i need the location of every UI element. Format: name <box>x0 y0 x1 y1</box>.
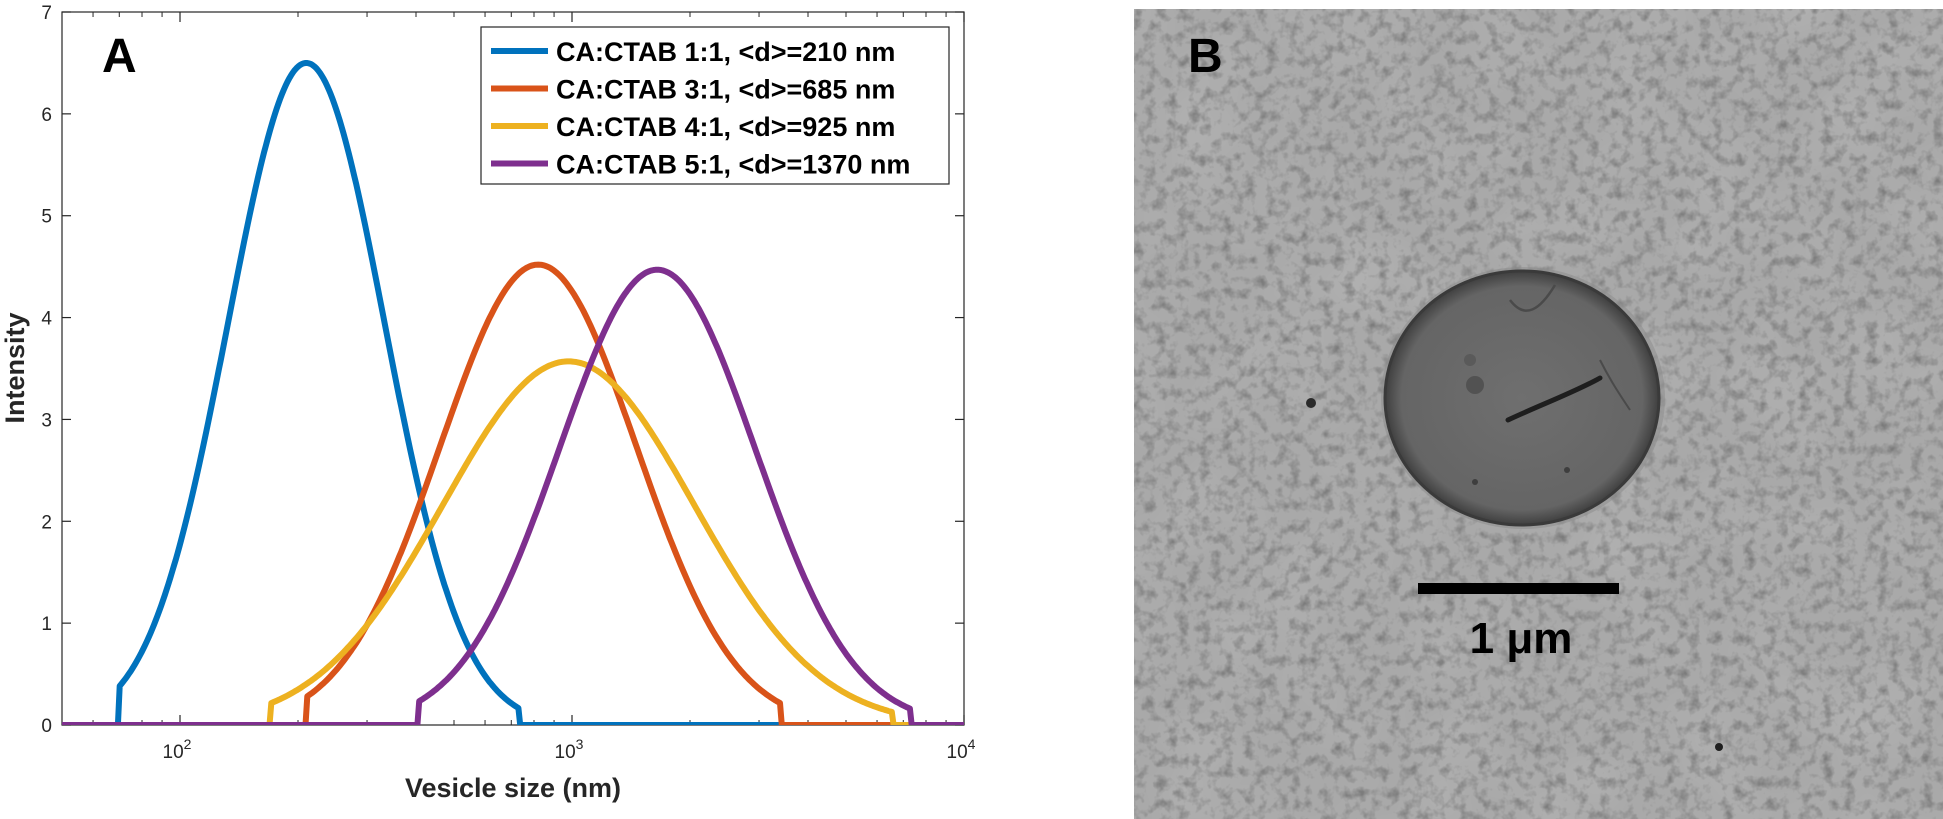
legend-label-3: CA:CTAB 4:1, <d>=925 nm <box>556 112 895 142</box>
particle <box>1306 398 1316 408</box>
y-tick-label: 5 <box>41 207 52 228</box>
panel-label-b: B <box>1188 30 1223 83</box>
y-tick-label: 0 <box>41 716 52 737</box>
x-tick-label: 102 <box>163 736 192 763</box>
legend-box <box>480 26 950 185</box>
y-tick-label: 4 <box>41 309 52 330</box>
series-line-1 <box>62 60 964 725</box>
legend-label-2: CA:CTAB 3:1, <d>=685 nm <box>556 75 895 105</box>
series-line-4 <box>62 266 964 725</box>
x-tick-label: 104 <box>947 736 976 763</box>
series-lines <box>62 60 964 725</box>
y-tick-label: 1 <box>41 614 52 635</box>
legend-label-1: CA:CTAB 1:1, <d>=210 nm <box>556 37 895 67</box>
series-line-2 <box>62 261 964 725</box>
series-line-3 <box>62 358 964 725</box>
y-tick-label: 3 <box>41 410 52 431</box>
vesicle <box>1381 267 1665 529</box>
scale-bar <box>1418 583 1619 594</box>
chart-panel: 0 1 2 3 4 5 6 7 102 103 104 Vesicle size (nm) Int… <box>0 3 976 803</box>
x-axis-title: Vesicle size (nm) <box>405 773 621 803</box>
y-axis-title: Intensity <box>0 312 30 423</box>
particle <box>1715 743 1723 751</box>
legend: CA:CTAB 1:1, <d>=210 nm CA:CTAB 3:1, <d>=… <box>480 26 950 185</box>
y-tick-label: 7 <box>41 3 52 24</box>
panel-label-a: A <box>102 30 137 83</box>
y-tick-label: 2 <box>41 512 52 533</box>
scale-bar-label: 1 μm <box>1470 614 1573 663</box>
y-tick-label: 6 <box>41 105 52 126</box>
legend-label-4: CA:CTAB 5:1, <d>=1370 nm <box>556 150 910 180</box>
x-tick-label: 103 <box>555 736 584 763</box>
micrograph-panel: 1 μm B <box>1134 9 1943 819</box>
